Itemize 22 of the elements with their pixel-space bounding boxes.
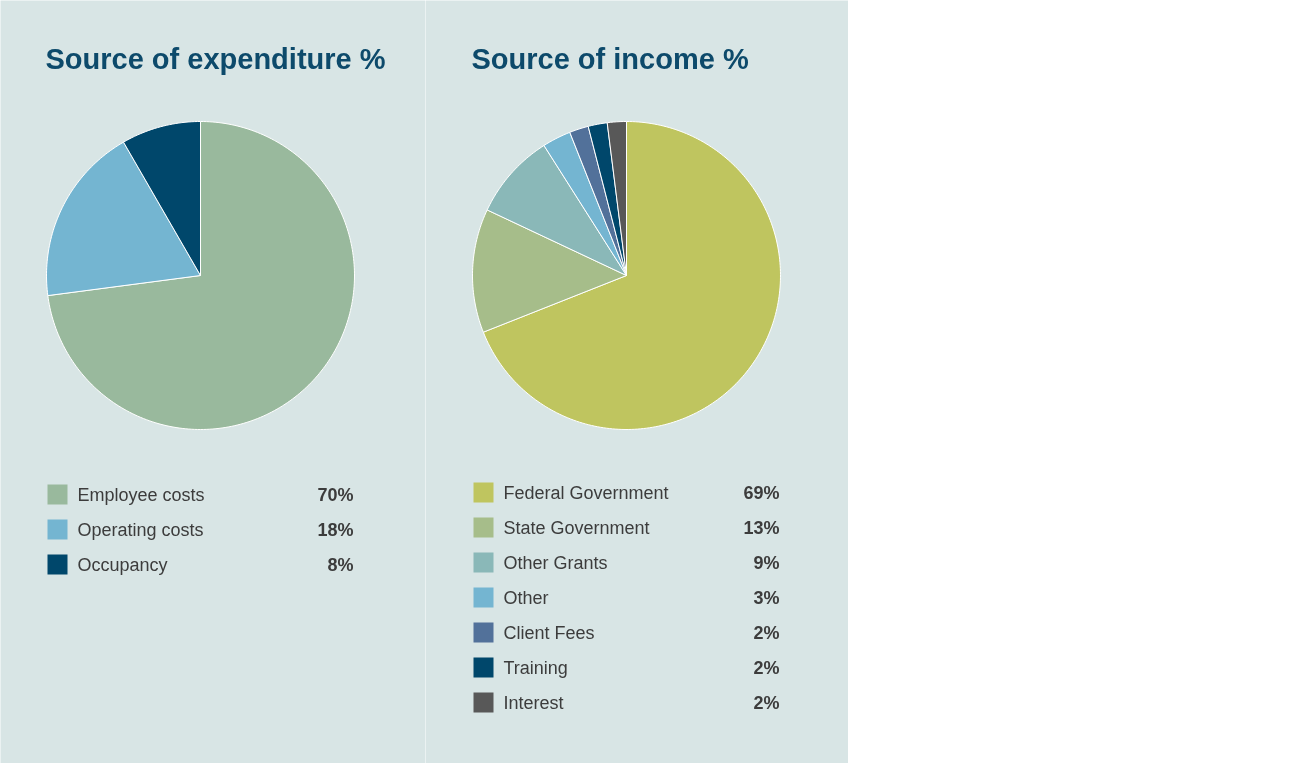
legend-label: Federal Government (503, 482, 669, 503)
legend-label: Other (503, 587, 549, 608)
legend-label: Employee costs (77, 484, 205, 505)
data-label: 18% (317, 519, 354, 540)
data-label: 8% (327, 554, 354, 575)
legend-label: Other Grants (503, 552, 608, 573)
chart-title: Source of income % (471, 42, 749, 75)
legend-label: Training (503, 657, 568, 678)
data-label: 2% (753, 622, 780, 643)
data-label: 9% (753, 552, 780, 573)
data-label: 2% (753, 692, 780, 713)
data-label: 3% (753, 587, 780, 608)
data-label: 2% (753, 657, 780, 678)
legend-label: State Government (503, 517, 650, 538)
data-label: 70% (317, 484, 354, 505)
legend-label: Client Fees (503, 622, 595, 643)
chart-title: Source of expenditure % (45, 42, 386, 75)
data-label: 13% (743, 517, 780, 538)
legend-label: Occupancy (77, 554, 168, 575)
legend-label: Operating costs (77, 519, 204, 540)
data-label: 69% (743, 482, 780, 503)
legend-label: Interest (503, 692, 564, 713)
